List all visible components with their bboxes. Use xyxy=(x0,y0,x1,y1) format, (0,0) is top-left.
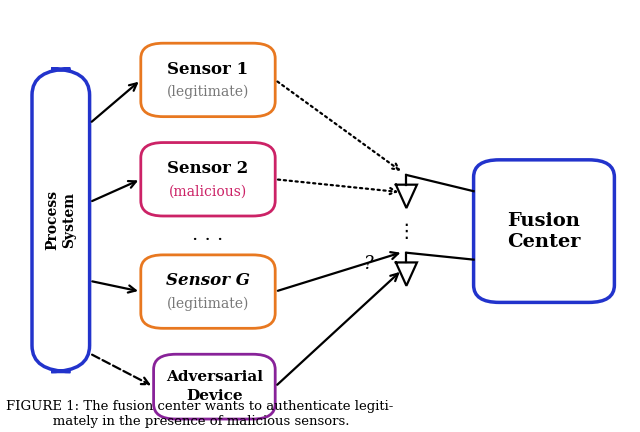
Text: . . .: . . . xyxy=(193,226,223,245)
Text: Device: Device xyxy=(186,389,243,403)
Text: Sensor 2: Sensor 2 xyxy=(168,160,248,177)
Text: (legitimate): (legitimate) xyxy=(167,296,249,311)
FancyBboxPatch shape xyxy=(32,69,90,372)
Text: (malicious): (malicious) xyxy=(169,184,247,198)
Text: Process
System: Process System xyxy=(45,190,76,251)
Text: FIGURE 1: The fusion center wants to authenticate legiti-
           mately in t: FIGURE 1: The fusion center wants to aut… xyxy=(6,400,394,428)
Text: Adversarial: Adversarial xyxy=(166,370,263,384)
FancyBboxPatch shape xyxy=(141,43,275,117)
FancyBboxPatch shape xyxy=(474,160,614,302)
Text: (legitimate): (legitimate) xyxy=(167,85,249,99)
Text: Fusion
Center: Fusion Center xyxy=(508,212,580,251)
Text: Sensor G: Sensor G xyxy=(166,272,250,289)
Text: Sensor 1: Sensor 1 xyxy=(168,60,248,78)
FancyBboxPatch shape xyxy=(141,143,275,216)
Text: ?: ? xyxy=(363,254,373,273)
FancyBboxPatch shape xyxy=(154,354,275,419)
FancyBboxPatch shape xyxy=(141,255,275,328)
Text: ⋮: ⋮ xyxy=(397,222,416,241)
